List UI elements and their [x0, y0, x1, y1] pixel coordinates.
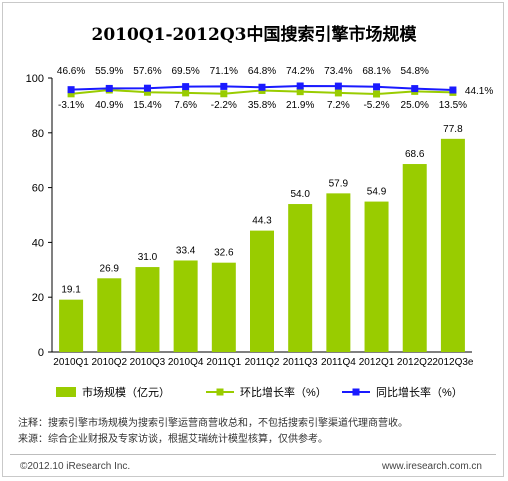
bar	[288, 204, 313, 352]
copyright: ©2012.10 iResearch Inc.	[20, 461, 131, 472]
yoy-growth-point	[334, 82, 342, 90]
x-tick-label: 2012Q3e	[432, 357, 474, 368]
bar-value-label: 54.0	[290, 189, 310, 200]
legend-swatch-yoy-marker	[352, 388, 360, 396]
legend-label-yoy: 同比增长率（%）	[376, 385, 463, 399]
bar-value-label: 54.9	[367, 187, 387, 198]
bar-value-label: 57.9	[329, 178, 349, 189]
bar	[364, 201, 389, 352]
yoy-growth-point	[296, 82, 304, 90]
y-tick-label: 100	[26, 73, 44, 85]
y-tick-label: 0	[38, 347, 44, 359]
yoy-growth-label: 71.1%	[210, 66, 238, 77]
x-tick-label: 2011Q2	[245, 357, 280, 368]
legend-swatch-hb-marker	[216, 388, 224, 396]
notes: 注释：搜索引擎市场规模为搜索引擎运营商营收总和，不包括搜索引擎渠道代理商营收。 …	[18, 416, 408, 448]
yoy-growth-label: 73.4%	[324, 66, 352, 77]
x-tick-label: 2011Q4	[321, 357, 356, 368]
hb-growth-point	[296, 88, 304, 96]
bar-value-label: 19.1	[61, 285, 81, 296]
y-tick-label: 80	[32, 128, 44, 140]
x-tick-label: 2010Q1	[53, 357, 89, 368]
yoy-growth-point	[105, 84, 113, 92]
bar-value-label: 33.4	[176, 245, 196, 256]
hb-growth-label: -5.2%	[363, 100, 389, 111]
yoy-growth-label: 44.1%	[465, 86, 493, 97]
hb-growth-label: 21.9%	[286, 100, 314, 111]
yoy-growth-point	[182, 83, 190, 91]
yoy-growth-point	[67, 86, 75, 94]
x-tick-label: 2011Q1	[206, 357, 241, 368]
hb-growth-point	[334, 89, 342, 97]
hb-growth-point	[182, 89, 190, 97]
hb-growth-label: 7.6%	[174, 100, 197, 111]
x-tick-label: 2010Q2	[91, 357, 127, 368]
bar-value-label: 68.6	[405, 149, 425, 160]
bar	[173, 260, 198, 352]
x-tick-label: 2010Q4	[168, 357, 204, 368]
bar	[326, 193, 351, 352]
hb-growth-label: 7.2%	[327, 100, 350, 111]
note-line: 注释：搜索引擎市场规模为搜索引擎运营商营收总和，不包括搜索引擎渠道代理商营收。	[18, 418, 408, 429]
yoy-growth-point	[449, 86, 457, 94]
bar	[135, 267, 160, 352]
hb-growth-label: -2.2%	[211, 100, 237, 111]
site-url: www.iresearch.com.cn	[381, 461, 482, 472]
bar	[211, 262, 236, 352]
bar-value-label: 77.8	[443, 124, 463, 135]
hb-growth-point	[373, 90, 381, 98]
yoy-growth-point	[373, 83, 381, 91]
hb-growth-label: 15.4%	[133, 100, 161, 111]
yoy-growth-label: 68.1%	[362, 66, 390, 77]
hb-growth-label: 25.0%	[401, 100, 429, 111]
hb-growth-label: -3.1%	[58, 100, 84, 111]
x-tick-label: 2011Q3	[283, 357, 318, 368]
hb-growth-label: 13.5%	[439, 100, 467, 111]
bar-value-label: 44.3	[252, 216, 272, 227]
yoy-growth-label: 69.5%	[171, 66, 199, 77]
x-tick-label: 2010Q3	[130, 357, 166, 368]
hb-growth-point	[220, 90, 228, 98]
legend-label-hb: 环比增长率（%）	[240, 385, 327, 399]
y-tick-label: 20	[32, 292, 44, 304]
bar	[440, 138, 465, 352]
yoy-growth-label: 74.2%	[286, 66, 314, 77]
yoy-growth-label: 54.8%	[401, 66, 429, 77]
chart-title: 2010Q1-2012Q3中国搜索引擎市场规模	[91, 25, 417, 45]
legend-swatch-bar	[56, 387, 76, 397]
bar	[250, 230, 274, 352]
hb-growth-label: 35.8%	[248, 100, 276, 111]
bar-value-label: 32.6	[214, 248, 234, 259]
yoy-growth-point	[258, 83, 266, 91]
hb-growth-point	[67, 90, 75, 98]
yoy-growth-point	[220, 82, 228, 90]
yoy-growth-point	[411, 85, 419, 93]
bar-value-label: 31.0	[138, 252, 158, 263]
yoy-growth-label: 57.6%	[133, 66, 161, 77]
yoy-growth-label: 46.6%	[57, 66, 85, 77]
x-tick-label: 2012Q1	[359, 357, 395, 368]
yoy-growth-label: 55.9%	[95, 66, 123, 77]
bar	[97, 278, 122, 352]
bar	[59, 299, 84, 352]
yoy-growth-label: 64.8%	[248, 66, 276, 77]
yoy-growth-point	[143, 84, 151, 92]
footer-divider	[10, 454, 496, 455]
bar-value-label: 26.9	[100, 263, 120, 274]
source-line: 来源：综合企业财报及专家访谈，根据艾瑞统计模型核算，仅供参考。	[18, 434, 328, 445]
bar	[402, 164, 427, 352]
x-tick-label: 2012Q2	[397, 357, 433, 368]
legend-label-bar: 市场规模（亿元）	[82, 385, 170, 399]
y-tick-label: 60	[32, 183, 44, 195]
hb-growth-label: 40.9%	[95, 100, 123, 111]
y-tick-label: 40	[32, 237, 44, 249]
hb-growth-point	[143, 88, 151, 96]
